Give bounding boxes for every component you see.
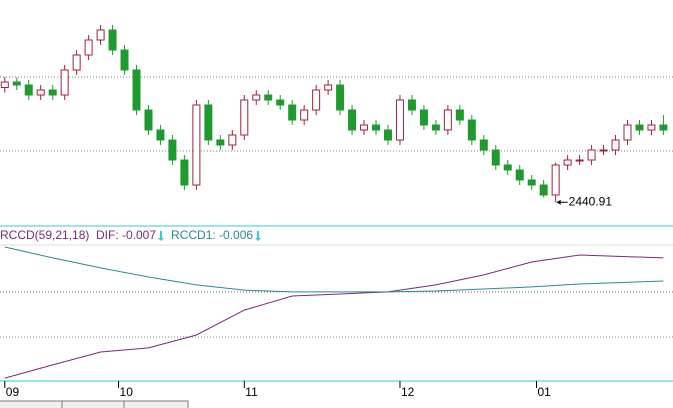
annotation-arrowhead: [556, 199, 561, 205]
indicator-readout: DIF: -0.007: [96, 228, 156, 242]
candle-body: [563, 159, 572, 166]
candle-body: [587, 149, 596, 161]
candle-body: [575, 159, 584, 162]
candle-body: [443, 109, 452, 131]
candle-body: [383, 129, 392, 141]
candle-body: [348, 109, 357, 131]
candle-body: [36, 89, 45, 96]
candle-body: [527, 179, 536, 186]
candle-body: [24, 84, 33, 96]
candle-body: [252, 94, 261, 101]
candle-body: [419, 109, 428, 126]
candle-body: [479, 139, 488, 151]
x-tick-label: 01: [537, 385, 551, 399]
candle-body: [515, 169, 524, 181]
candle-body: [96, 29, 105, 41]
candle-body: [108, 29, 117, 51]
candle-body: [431, 124, 440, 131]
indicator-readout: RCCD1: -0.006: [171, 228, 253, 242]
tab[interactable]: [61, 400, 125, 408]
candle-body: [611, 139, 620, 151]
candle-body: [264, 94, 273, 101]
x-tick-label: 12: [401, 385, 415, 399]
candle-body: [12, 81, 21, 86]
candle-body: [659, 124, 668, 131]
candle-body: [300, 109, 309, 121]
candle-body: [312, 89, 321, 111]
indicator-title: RCCD(59,21,18): [0, 228, 89, 242]
candle-body: [156, 129, 165, 141]
candle-body: [336, 84, 345, 111]
candle-body: [288, 104, 297, 121]
annotation: 2440.91: [569, 194, 613, 208]
candle-body: [503, 164, 512, 171]
candle-body: [599, 149, 608, 152]
candle-body: [240, 99, 249, 136]
candle-body: [395, 99, 404, 141]
candle-body: [0, 81, 9, 88]
tab[interactable]: [0, 400, 63, 408]
x-tick-label: 11: [245, 385, 258, 399]
candle-body: [132, 69, 141, 111]
indicator-line: [4, 254, 664, 379]
x-tick-label: 09: [6, 385, 20, 399]
candle-body: [455, 109, 464, 121]
candle-body: [168, 139, 177, 161]
candle-body: [491, 149, 500, 166]
candle-body: [60, 69, 69, 96]
candle-body: [647, 124, 656, 131]
candle-body: [204, 104, 213, 141]
candle-body: [216, 139, 225, 146]
candle-body: [467, 119, 476, 141]
candle-body: [228, 134, 237, 146]
x-tick-label: 10: [120, 385, 134, 399]
candle-body: [324, 84, 333, 91]
candle-body: [407, 99, 416, 111]
candle-body: [48, 89, 57, 96]
candle-body: [623, 124, 632, 141]
candle-body: [360, 124, 369, 131]
candle-body: [539, 184, 548, 196]
candle-body: [180, 159, 189, 186]
tabs: [0, 400, 189, 408]
candle-body: [84, 39, 93, 56]
trend-arrow: [255, 231, 262, 241]
candle-body: [144, 109, 153, 131]
tab[interactable]: [123, 400, 189, 408]
trend-arrow: [158, 231, 165, 241]
candle-body: [372, 124, 381, 131]
candle-body: [120, 49, 129, 71]
candle-body: [276, 99, 285, 106]
candle-body: [192, 104, 201, 186]
candle-body: [635, 124, 644, 131]
candle-body: [72, 54, 81, 71]
indicator-line: [4, 246, 664, 293]
candle-body: [551, 164, 560, 196]
